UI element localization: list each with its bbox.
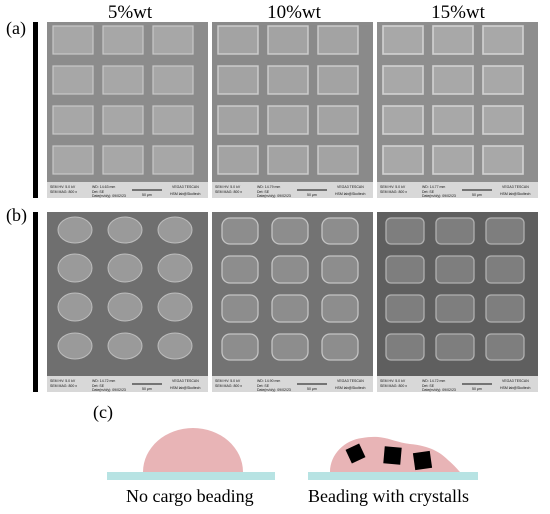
sem-image-b-10wt: SEM HV: 5.0 kV SEM MAG: 800 x WD: 14.90 …	[212, 212, 373, 392]
sem-meta-brand: VEGA3 TESCAN	[337, 379, 364, 383]
sem-meta-lab: HSM lab@Skoltech	[500, 192, 530, 196]
sem-meta-brand: VEGA3 TESCAN	[172, 185, 199, 189]
sem-meta-det: Det: SE	[422, 190, 435, 194]
sem-image-b-15wt: SEM HV: 5.0 kV SEM MAG: 800 x WD: 14.72 …	[377, 212, 538, 392]
sem-meta-hv: SEM HV: 5.0 kV	[380, 185, 406, 189]
sem-meta-lab: HSM lab@Skoltech	[170, 192, 200, 196]
column-header-5wt: 5%wt	[107, 2, 153, 23]
sem-meta-mag: SEM MAG: 800 x	[50, 384, 77, 388]
crystal-3	[412, 450, 433, 471]
sem-meta-hv: SEM HV: 5.0 kV	[50, 185, 76, 189]
sem-meta-hv: SEM HV: 5.0 kV	[215, 185, 241, 189]
sem-meta-scale: 50 μm	[472, 193, 482, 197]
droplet-plain	[143, 428, 243, 472]
sem-meta-mag: SEM MAG: 800 x	[50, 190, 77, 194]
sem-meta-hv: SEM HV: 5.0 kV	[380, 379, 406, 383]
sem-meta-wd: WD: 14.72 mm	[422, 379, 445, 383]
sem-meta-mag: SEM MAG: 800 x	[380, 384, 407, 388]
sem-meta-brand: VEGA3 TESCAN	[337, 185, 364, 189]
sem-meta-mag: SEM MAG: 800 x	[215, 384, 242, 388]
sem-meta-mag: SEM MAG: 800 x	[380, 190, 407, 194]
sem-meta-det: Det: SE	[422, 384, 435, 388]
sem-meta-scale: 50 μm	[142, 387, 152, 391]
sem-meta-date: Date(m/d/y): 09/02/23	[257, 194, 291, 198]
sem-meta-date: Date(m/d/y): 09/02/23	[422, 194, 456, 198]
row-b-bracket	[33, 212, 38, 392]
sem-meta-det: Det: SE	[92, 384, 105, 388]
sem-meta-wd: WD: 14.79 mm	[257, 185, 280, 189]
sem-meta-mag: SEM MAG: 800 x	[215, 190, 242, 194]
sem-meta-wd: WD: 14.72 mm	[92, 379, 115, 383]
sem-meta-scale: 50 μm	[307, 193, 317, 197]
sem-meta-det: Det: SE	[92, 190, 105, 194]
sem-image-a-15wt: SEM HV: 5.0 kV SEM MAG: 800 x WD: 14.77 …	[377, 22, 538, 198]
sem-meta-brand: VEGA3 TESCAN	[502, 379, 529, 383]
column-header-10wt: 10%wt	[267, 2, 321, 23]
sem-image-a-10wt: SEM HV: 5.0 kV SEM MAG: 800 x WD: 14.79 …	[212, 22, 373, 198]
crystal-1	[345, 443, 366, 464]
caption-beading-with-crystalls: Beading with crystalls	[308, 486, 469, 506]
sem-meta-date: Date(m/d/y): 09/02/23	[257, 388, 291, 392]
sem-meta-scale: 50 μm	[307, 387, 317, 391]
sem-meta-lab: HSM lab@Skoltech	[335, 192, 365, 196]
sem-meta-date: Date(m/d/y): 09/02/23	[92, 194, 126, 198]
substrate-left	[107, 472, 275, 480]
sem-meta-wd: WD: 14.90 mm	[257, 379, 280, 383]
sem-image-a-5wt: SEM HV: 5.0 kV SEM MAG: 800 x WD: 14.63 …	[47, 22, 208, 198]
sem-meta-brand: VEGA3 TESCAN	[172, 379, 199, 383]
sem-meta-lab: HSM lab@Skoltech	[335, 386, 365, 390]
row-a-bracket	[33, 22, 38, 198]
scheme-diagram	[107, 428, 478, 480]
panel-label-c: (c)	[93, 402, 113, 422]
sem-meta-brand: VEGA3 TESCAN	[502, 185, 529, 189]
sem-image-b-5wt: SEM HV: 5.0 kV SEM MAG: 800 x WD: 14.72 …	[47, 212, 208, 392]
column-header-15wt: 15%wt	[431, 2, 485, 23]
sem-meta-scale: 50 μm	[472, 387, 482, 391]
sem-meta-wd: WD: 14.77 mm	[422, 185, 445, 189]
crystal-2	[383, 446, 402, 465]
sem-meta-lab: HSM lab@Skoltech	[170, 386, 200, 390]
substrate-right	[308, 472, 478, 480]
sem-meta-date: Date(m/d/y): 09/02/23	[92, 388, 126, 392]
sem-meta-scale: 50 μm	[142, 193, 152, 197]
caption-no-cargo-beading: No cargo beading	[126, 486, 254, 506]
sem-meta-wd: WD: 14.63 mm	[92, 185, 115, 189]
sem-meta-det: Det: SE	[257, 384, 270, 388]
sem-meta-det: Det: SE	[257, 190, 270, 194]
sem-meta-lab: HSM lab@Skoltech	[500, 386, 530, 390]
sem-meta-date: Date(m/d/y): 09/02/23	[422, 388, 456, 392]
panel-label-a: (a)	[6, 18, 26, 38]
sem-meta-hv: SEM HV: 5.0 kV	[50, 379, 76, 383]
panel-label-b: (b)	[6, 205, 27, 225]
sem-meta-hv: SEM HV: 5.0 kV	[215, 379, 241, 383]
